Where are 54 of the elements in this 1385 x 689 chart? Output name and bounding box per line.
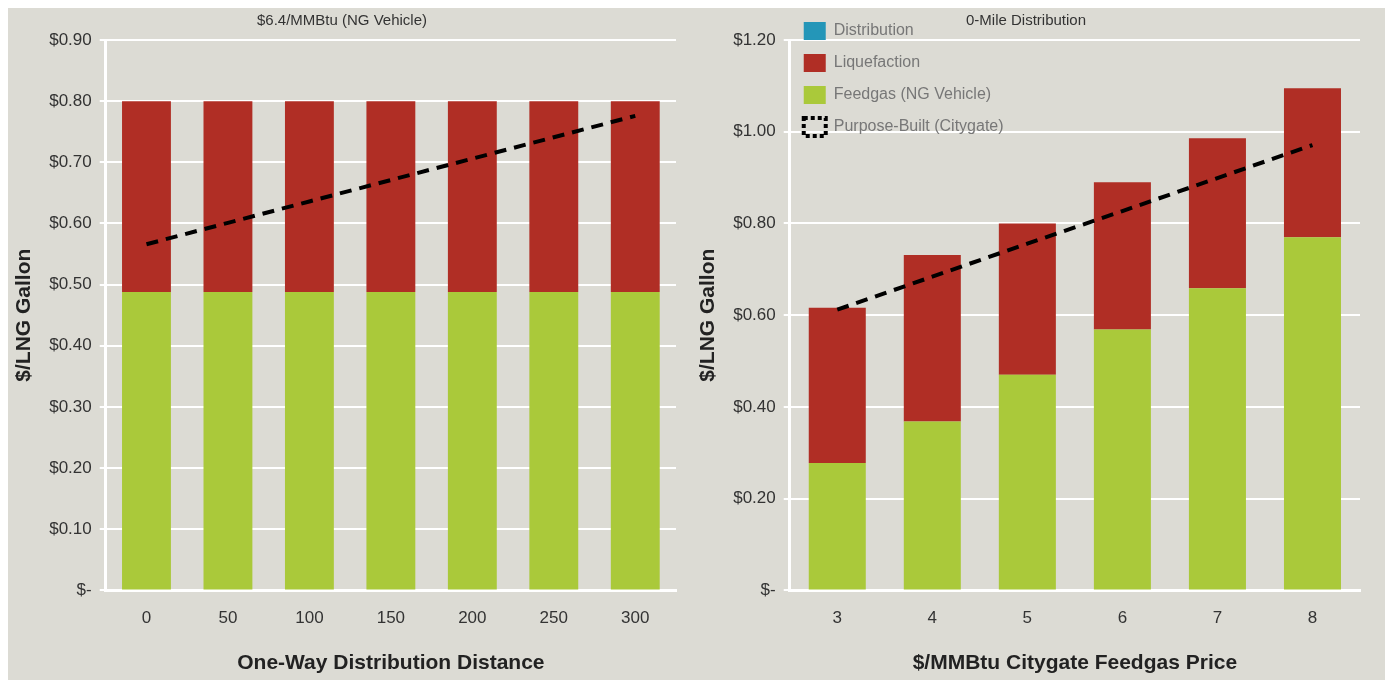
y-tick-label: $1.20 xyxy=(733,29,776,49)
y-tick-label: $0.80 xyxy=(733,213,776,233)
line-series xyxy=(835,143,1315,312)
legend-label: Liquefaction xyxy=(833,53,921,71)
bar xyxy=(1093,182,1151,330)
x-tick-label: 4 xyxy=(927,608,938,628)
bar xyxy=(1188,138,1246,289)
y-tick-label: $0.80 xyxy=(49,90,92,110)
y-tick-label: $0.40 xyxy=(49,335,92,355)
y-tick-label: $0.90 xyxy=(49,29,92,49)
y-axis-title: $/LNG Gallon xyxy=(695,248,719,382)
x-tick-label: 3 xyxy=(832,608,842,628)
y-tick-label: $0.10 xyxy=(49,518,92,538)
y-tick-label: $0.20 xyxy=(733,488,776,508)
bar xyxy=(1188,288,1246,590)
x-tick-label: 50 xyxy=(218,608,238,628)
bar xyxy=(1283,88,1341,238)
y-tick-label: $0.30 xyxy=(49,396,92,416)
bar xyxy=(998,223,1056,375)
chart-title: $6.4/MMBtu (NG Vehicle) xyxy=(256,11,428,29)
bar xyxy=(903,255,961,422)
bar xyxy=(903,421,961,590)
bar xyxy=(998,374,1056,590)
legend-label: Feedgas (NG Vehicle) xyxy=(833,85,992,103)
x-tick-label: 100 xyxy=(295,608,324,628)
x-tick-label: 8 xyxy=(1307,608,1318,628)
x-tick-label: 200 xyxy=(458,608,487,628)
y-tick-label: $0.60 xyxy=(49,213,92,233)
y-axis-title: $/LNG Gallon xyxy=(11,248,35,382)
line-series xyxy=(144,113,638,247)
x-axis-title: One-Way Distribution Distance xyxy=(237,650,545,674)
y-tick-label: $0.20 xyxy=(49,457,92,477)
bar xyxy=(1093,329,1151,590)
y-tick-label: $0.40 xyxy=(733,396,776,416)
x-axis-title: $/MMBtu Citygate Feedgas Price xyxy=(912,650,1238,674)
x-tick-label: 5 xyxy=(1022,608,1033,628)
legend-label: Distribution xyxy=(833,21,914,39)
y-tick-label: $1.00 xyxy=(733,121,776,141)
y-tick-label: $- xyxy=(76,580,92,600)
y-tick-label: $- xyxy=(760,580,776,600)
chart-title: 0-Mile Distribution xyxy=(965,11,1087,29)
y-tick-label: $0.60 xyxy=(733,304,776,324)
legend-label: Purpose-Built (Citygate) xyxy=(833,117,1004,135)
x-tick-label: 0 xyxy=(141,608,152,628)
y-tick-label: $0.50 xyxy=(49,274,92,294)
x-tick-label: 150 xyxy=(376,608,406,628)
x-tick-label: 6 xyxy=(1117,608,1128,628)
x-tick-label: 300 xyxy=(621,608,650,628)
bar xyxy=(808,462,866,590)
bar xyxy=(808,307,866,463)
x-tick-label: 7 xyxy=(1212,608,1223,628)
y-tick-label: $0.70 xyxy=(49,152,92,171)
bar xyxy=(1283,237,1341,590)
x-tick-label: 250 xyxy=(539,608,568,628)
